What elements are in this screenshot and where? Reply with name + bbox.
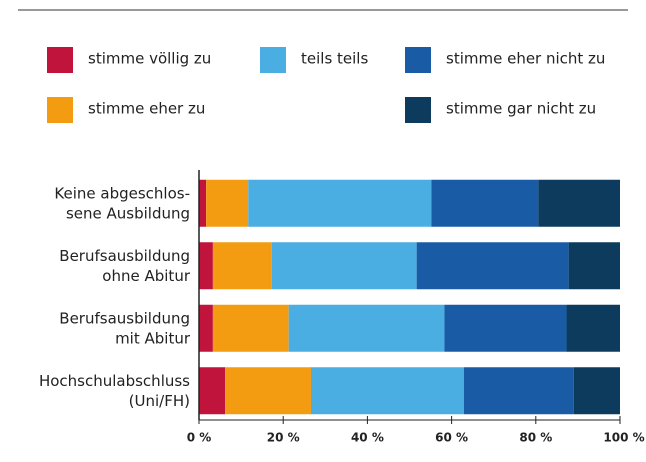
bar-segment <box>199 242 213 290</box>
x-tick-label: 80 % <box>519 431 552 445</box>
bar-segment <box>444 304 567 352</box>
legend-swatch <box>405 97 431 123</box>
bar-segment <box>212 242 272 290</box>
legend-swatch <box>260 47 286 73</box>
legend-swatch <box>47 47 73 73</box>
bar-segment <box>248 179 432 227</box>
y-tick-label: Hochschulabschluss (Uni/FH) <box>39 371 190 409</box>
bar-segment <box>573 367 620 415</box>
bar-segment <box>568 242 620 290</box>
bar-segment <box>199 367 226 415</box>
bar-segment <box>288 304 445 352</box>
y-tick-label: Berufsausbildung mit Abitur <box>59 309 191 347</box>
bar-segment <box>538 179 620 227</box>
legend-swatch <box>47 97 73 123</box>
legend-label: stimme völlig zu <box>88 50 211 68</box>
bar-segment <box>212 304 289 352</box>
bar-segment <box>271 242 417 290</box>
legend-label: teils teils <box>301 50 368 68</box>
y-tick-label: Berufsausbildung ohne Abitur <box>59 246 191 284</box>
bar-segment <box>225 367 311 415</box>
bar-segment <box>199 304 213 352</box>
bar-segment <box>463 367 574 415</box>
legend-label: stimme eher nicht zu <box>446 50 605 68</box>
bar-segment <box>206 179 249 227</box>
x-tick-label: 20 % <box>267 431 300 445</box>
legend-label: stimme eher zu <box>88 100 205 118</box>
x-tick-label: 40 % <box>351 431 384 445</box>
x-tick-label: 0 % <box>187 431 212 445</box>
bar-segment <box>416 242 569 290</box>
y-tick-label: Keine abgeschlos-sene Ausbildung <box>54 184 190 222</box>
legend-label: stimme gar nicht zu <box>446 100 596 118</box>
legend-swatch <box>405 47 431 73</box>
bar-segment <box>199 179 207 227</box>
x-tick-label: 100 % <box>603 431 644 445</box>
x-tick-label: 60 % <box>435 431 468 445</box>
bar-segment <box>310 367 464 415</box>
bar-segment <box>431 179 539 227</box>
bar-segment <box>566 304 620 352</box>
